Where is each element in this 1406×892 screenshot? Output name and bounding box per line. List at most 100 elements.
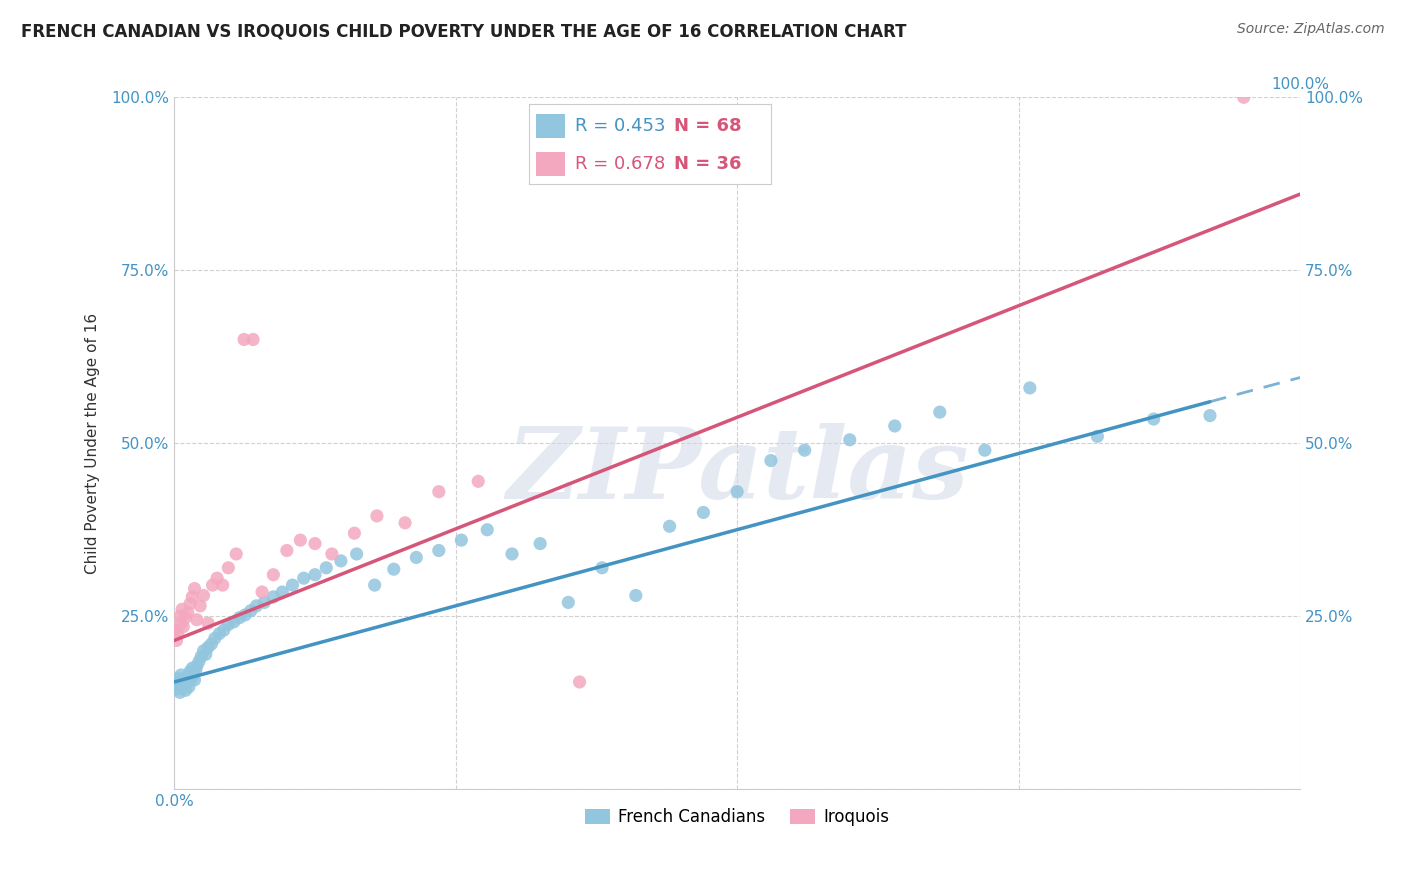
Point <box>245 599 267 613</box>
Point <box>165 623 187 637</box>
Point <box>292 571 315 585</box>
Point <box>184 663 207 677</box>
Point <box>304 567 326 582</box>
Point <box>262 567 284 582</box>
Point <box>450 533 472 548</box>
Point <box>228 610 250 624</box>
Point <box>658 519 681 533</box>
Point <box>304 536 326 550</box>
Point <box>217 561 239 575</box>
Point <box>242 333 264 347</box>
Point <box>883 419 905 434</box>
Point <box>170 668 193 682</box>
Point <box>346 547 368 561</box>
Point <box>315 561 337 575</box>
Point <box>290 533 312 548</box>
Point <box>197 616 219 631</box>
Y-axis label: Child Poverty Under the Age of 16: Child Poverty Under the Age of 16 <box>86 313 100 574</box>
Point <box>188 654 211 668</box>
Point <box>167 678 190 692</box>
Point <box>211 578 233 592</box>
Point <box>759 453 782 467</box>
Point <box>190 649 212 664</box>
Point <box>177 675 200 690</box>
Point <box>166 672 188 686</box>
Point <box>233 607 256 622</box>
Point <box>201 578 224 592</box>
Point <box>204 632 226 646</box>
Point <box>188 599 211 613</box>
Point <box>793 443 815 458</box>
Point <box>177 606 200 620</box>
Point <box>183 668 205 682</box>
Point <box>725 484 748 499</box>
Point <box>363 578 385 592</box>
Point <box>183 673 205 687</box>
Point <box>427 484 450 499</box>
Point <box>193 589 215 603</box>
Point <box>281 578 304 592</box>
Point <box>176 670 198 684</box>
Point <box>172 680 194 694</box>
Point <box>262 590 284 604</box>
Point <box>557 595 579 609</box>
Point <box>1087 429 1109 443</box>
Point <box>208 626 231 640</box>
Point <box>194 648 217 662</box>
Point <box>222 615 245 629</box>
Point <box>928 405 950 419</box>
Text: ZIPatlas: ZIPatlas <box>506 423 969 519</box>
Point <box>166 681 188 696</box>
Point <box>233 333 256 347</box>
Point <box>239 604 262 618</box>
Point <box>172 602 194 616</box>
Point <box>177 680 200 694</box>
Point <box>165 675 187 690</box>
Point <box>197 640 219 655</box>
Point <box>174 683 197 698</box>
Point <box>405 550 427 565</box>
Point <box>186 613 208 627</box>
Point <box>382 562 405 576</box>
Point <box>394 516 416 530</box>
Point <box>692 505 714 519</box>
Point <box>1233 90 1256 104</box>
Point <box>174 610 197 624</box>
Point <box>343 526 366 541</box>
Point <box>179 597 201 611</box>
Point <box>173 673 195 687</box>
Point <box>366 508 388 523</box>
Text: FRENCH CANADIAN VS IROQUOIS CHILD POVERTY UNDER THE AGE OF 16 CORRELATION CHART: FRENCH CANADIAN VS IROQUOIS CHILD POVERT… <box>21 22 907 40</box>
Point <box>200 637 222 651</box>
Point <box>181 661 204 675</box>
Point <box>1199 409 1222 423</box>
Point <box>183 582 205 596</box>
Point <box>271 585 294 599</box>
Point <box>193 644 215 658</box>
Point <box>321 547 343 561</box>
Point <box>591 561 613 575</box>
Point <box>172 619 194 633</box>
Point <box>180 672 202 686</box>
Point <box>568 675 591 690</box>
Point <box>501 547 523 561</box>
Point <box>973 443 995 458</box>
Point <box>1018 381 1040 395</box>
Point <box>170 616 193 631</box>
Point <box>186 659 208 673</box>
Point <box>169 685 191 699</box>
Point <box>467 475 489 489</box>
Point <box>166 626 188 640</box>
Point <box>250 585 273 599</box>
Point <box>838 433 860 447</box>
Point <box>169 609 191 624</box>
Point <box>212 623 235 637</box>
Text: Source: ZipAtlas.com: Source: ZipAtlas.com <box>1237 22 1385 37</box>
Point <box>1143 412 1166 426</box>
Point <box>225 547 247 561</box>
Point <box>529 536 551 550</box>
Point <box>329 554 352 568</box>
Point <box>205 571 228 585</box>
Point <box>427 543 450 558</box>
Point <box>624 589 647 603</box>
